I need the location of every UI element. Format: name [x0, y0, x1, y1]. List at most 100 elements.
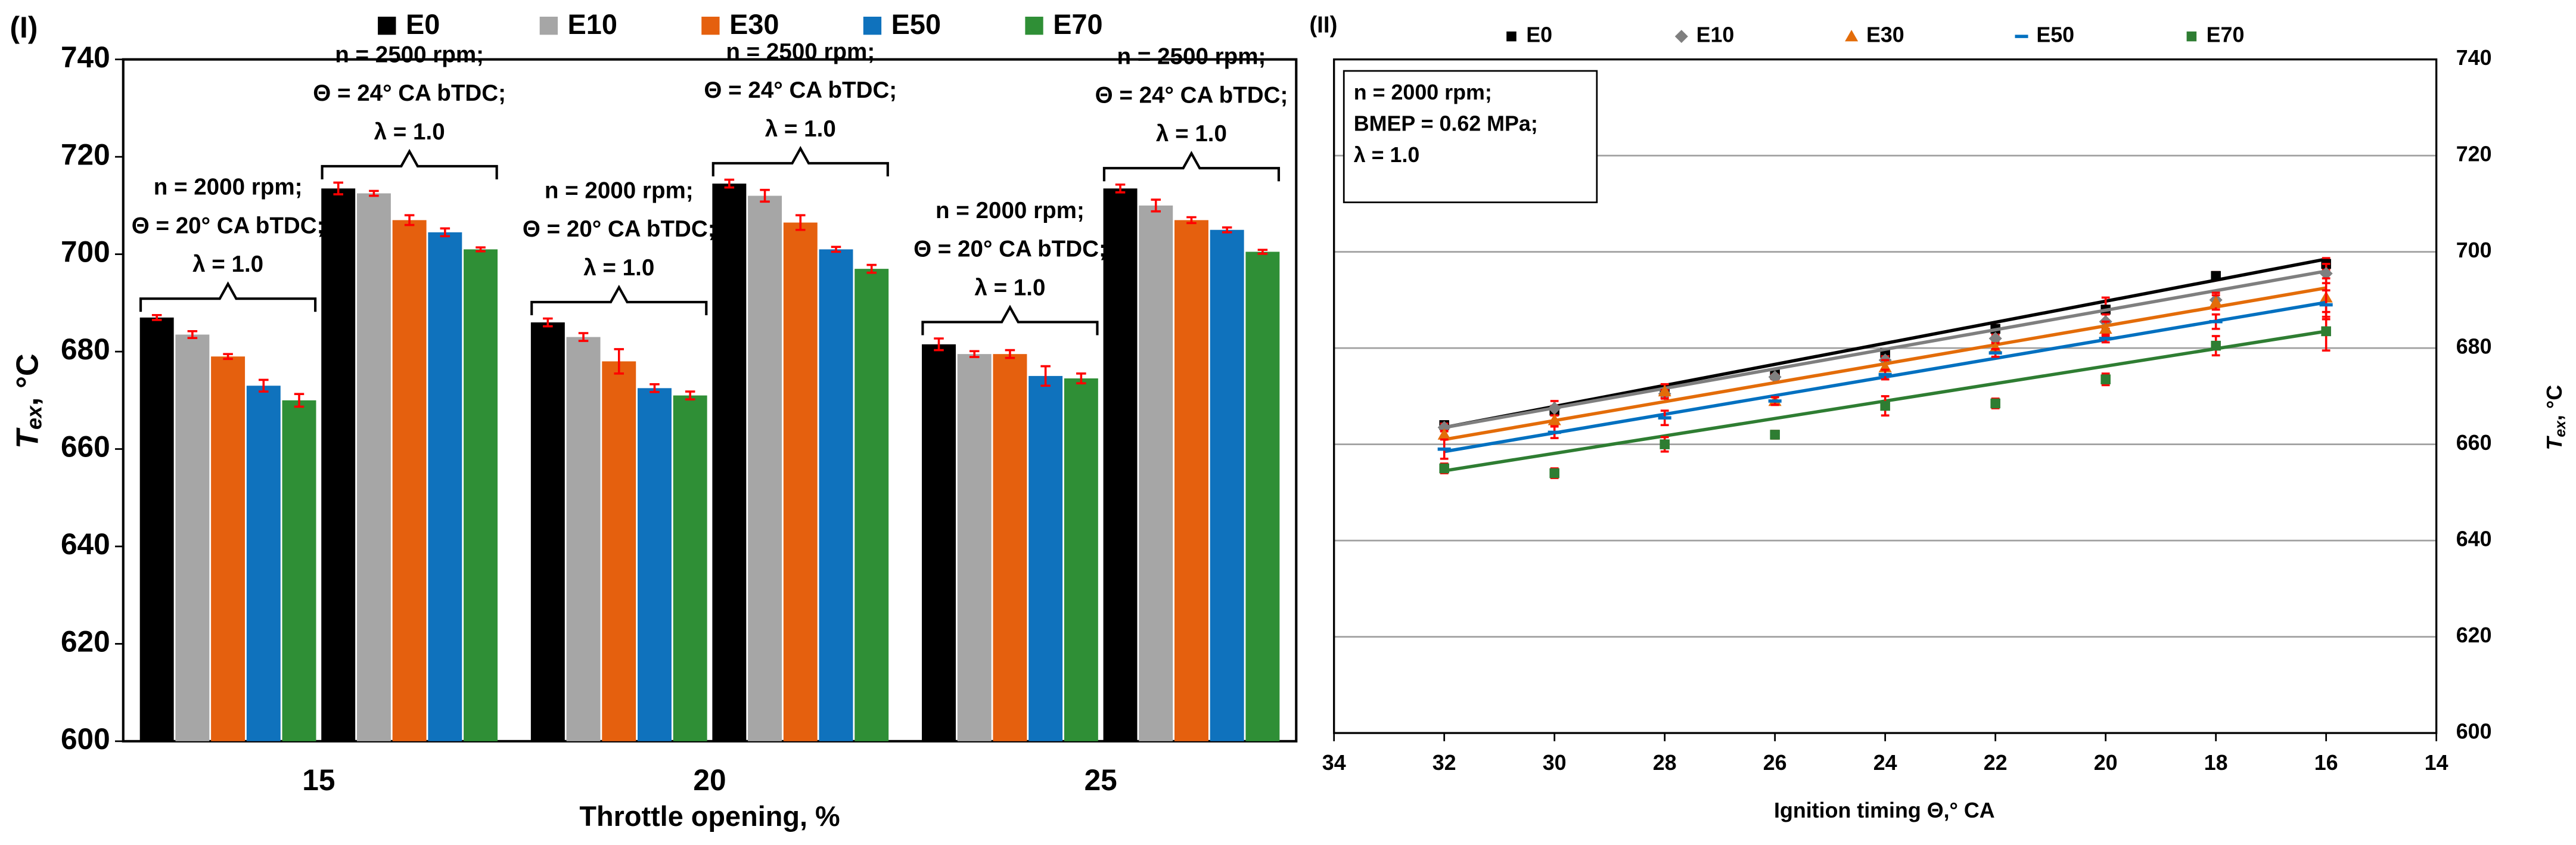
bar [530, 322, 565, 741]
bar [139, 317, 174, 741]
legend-label: E70 [2207, 23, 2245, 47]
y-axis-title-part: T [10, 427, 45, 449]
y-axis-title-part: , °C [10, 353, 45, 406]
bar [1139, 205, 1173, 741]
legend-label: E0 [406, 9, 440, 40]
legend-label: E50 [891, 9, 941, 40]
annotation-text: Θ = 24° CA bTDC; [704, 77, 897, 103]
bar [1028, 375, 1063, 741]
y-axis-title: Tex, °C [10, 353, 46, 449]
annotation-text: λ = 1.0 [765, 116, 836, 142]
bar [957, 354, 992, 741]
marker [1988, 331, 2002, 346]
y-axis-title-part: ex [23, 405, 46, 430]
bar [1103, 188, 1138, 741]
fit-line [1444, 257, 2327, 430]
bar [1245, 251, 1280, 741]
y-tick-label: 720 [61, 138, 110, 171]
legend-swatch [539, 17, 558, 35]
y-tick-label: 680 [2456, 335, 2492, 359]
annotation-text: Θ = 24° CA bTDC; [1095, 82, 1288, 108]
annotation-text: Θ = 20° CA bTDC; [913, 237, 1107, 262]
marker [2100, 374, 2111, 384]
legend-swatch [701, 17, 720, 35]
marker [1878, 372, 1892, 377]
x-axis-title: Throttle opening, % [579, 801, 840, 832]
y-tick-label: 620 [61, 625, 110, 658]
y-tick-label: 600 [61, 722, 110, 756]
x-tick-label: 30 [1543, 751, 1567, 775]
marker [1988, 351, 2002, 355]
annotation-text: n = 2000 rpm; [154, 175, 303, 200]
bar [246, 386, 281, 741]
bar [1064, 378, 1098, 741]
y-tick-label: 720 [2456, 142, 2492, 166]
x-tick-label: 20 [2094, 751, 2118, 775]
y-tick-label: 620 [2456, 623, 2492, 647]
info-text: BMEP = 0.62 MPa; [1354, 111, 1538, 135]
marker [1548, 430, 1561, 434]
y-axis-title-part: , °C [2543, 385, 2566, 421]
annotation-text: n = 2500 rpm; [726, 39, 875, 64]
y-tick-label: 660 [2456, 431, 2492, 455]
legend-swatch [863, 17, 882, 35]
x-tick-label: 14 [2425, 751, 2448, 775]
legend-swatch [2015, 35, 2028, 38]
legend-swatch [1025, 17, 1043, 35]
legend-swatch [378, 17, 396, 35]
x-axis-title: Ignition timing Θ,° CA [1774, 799, 1995, 822]
marker [2099, 337, 2112, 340]
marker [1549, 468, 1559, 479]
annotation-bracket [530, 284, 708, 315]
bar [783, 222, 818, 741]
marker [1770, 430, 1780, 440]
bar [321, 188, 356, 741]
y-tick-label: 680 [61, 333, 110, 366]
x-tick-label: 18 [2204, 751, 2228, 775]
marker [1990, 398, 2000, 409]
legend-label: E30 [729, 9, 779, 40]
y-axis-title: Tex, °C [2543, 385, 2568, 451]
legend-label: E70 [1053, 9, 1102, 40]
annotation-text: λ = 1.0 [974, 275, 1045, 300]
legend-label: E50 [2036, 23, 2074, 47]
marker [2211, 340, 2221, 351]
x-tick-label: 34 [1322, 751, 1346, 775]
panel-label: (I) [10, 11, 38, 44]
bar [602, 361, 636, 741]
bar [638, 388, 672, 741]
bar [748, 195, 782, 741]
marker [2321, 326, 2331, 337]
bar [854, 269, 889, 741]
legend-swatch [2186, 31, 2197, 42]
marker [1768, 370, 1782, 384]
annotation-bracket [921, 305, 1099, 335]
x-tick-label: 24 [1873, 751, 1897, 775]
bar [712, 184, 747, 741]
bar [356, 193, 391, 741]
marker [1660, 439, 1670, 449]
marker [2211, 271, 2221, 281]
info-box [1343, 70, 1598, 203]
bar [1210, 229, 1244, 741]
annotation-text: n = 2500 rpm; [335, 42, 484, 67]
marker [1988, 341, 2002, 353]
x-tick-label: 22 [1984, 751, 2008, 775]
y-axis-title-part: ex [2553, 420, 2569, 437]
annotation-text: λ = 1.0 [192, 251, 263, 277]
x-tick-label: 16 [2314, 751, 2338, 775]
x-tick-label: 28 [1653, 751, 1677, 775]
legend-swatch [1506, 31, 1517, 42]
panel-label: (II) [1309, 13, 1337, 38]
x-tick-label: 26 [1763, 751, 1787, 775]
bar [566, 337, 601, 741]
annotation-text: Θ = 20° CA bTDC; [523, 216, 716, 242]
marker [1658, 384, 1671, 397]
info-text: n = 2000 rpm; [1354, 80, 1492, 104]
marker [1437, 428, 1451, 440]
marker [2319, 266, 2333, 281]
bar [819, 249, 853, 741]
plot-frame [122, 58, 1298, 743]
marker [2319, 303, 2333, 307]
